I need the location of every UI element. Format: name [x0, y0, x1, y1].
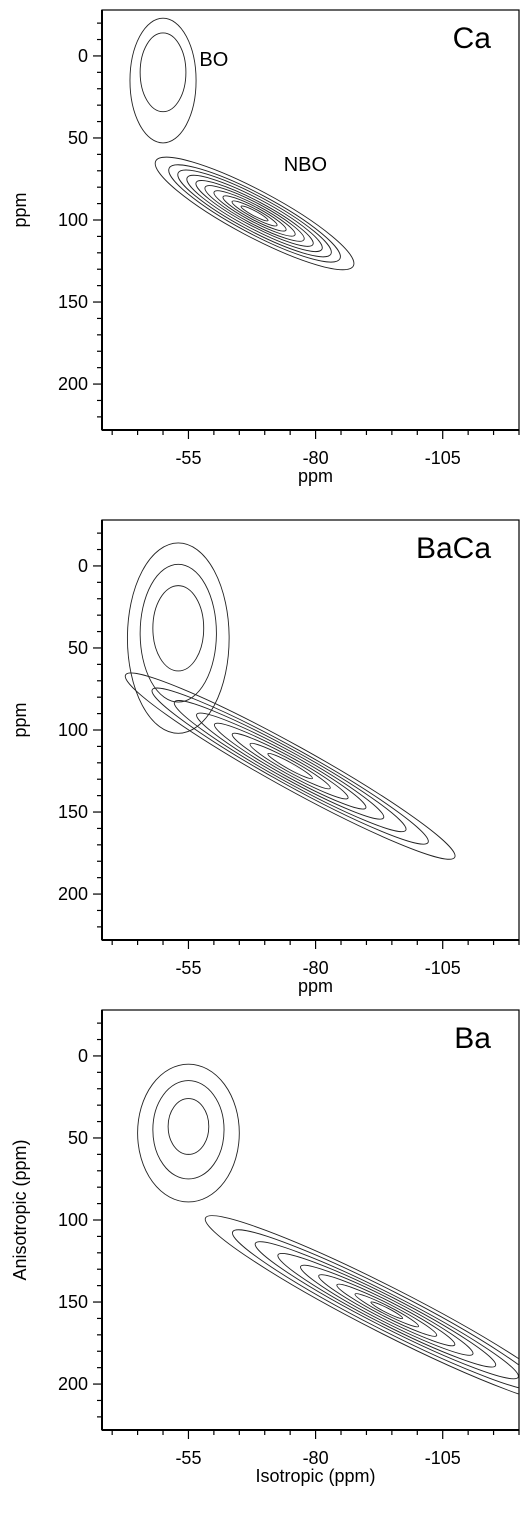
- x-axis-title: ppm: [298, 466, 333, 486]
- x-tick-label: -105: [425, 448, 461, 468]
- contour-group: [137, 1063, 519, 1406]
- x-tick-label: -105: [425, 1448, 461, 1468]
- contour-line-bo: [126, 542, 230, 734]
- contour-line-nbo: [267, 752, 313, 780]
- panel-ba: 0 50 100 150 200 -55 -80 -105 Isotropic (ppm) Ani…: [10, 1009, 520, 1486]
- y-tick-label: 200: [58, 374, 88, 394]
- region-label: BO: [199, 49, 228, 71]
- contour-line-nbo: [249, 742, 331, 790]
- contour-line-nbo: [222, 195, 287, 232]
- contour-line-nbo: [231, 200, 278, 227]
- x-tick-label: -80: [303, 958, 329, 978]
- contour-line-nbo: [151, 687, 429, 845]
- contour-line-nbo: [186, 174, 323, 252]
- contour-line-nbo: [154, 156, 355, 271]
- contour-line-bo: [139, 563, 217, 703]
- contour-group: [124, 542, 456, 860]
- contour-line-nbo: [204, 185, 305, 242]
- contour-line-nbo: [232, 1229, 519, 1392]
- contour-line-nbo: [124, 672, 456, 860]
- contour-group: [129, 17, 355, 271]
- contour-line-nbo: [370, 1301, 404, 1320]
- y-tick-label: 100: [58, 720, 88, 740]
- contour-line-nbo: [213, 190, 296, 237]
- y-tick-label: 150: [58, 1292, 88, 1312]
- contour-line-nbo: [213, 722, 367, 810]
- panel-label: Ba: [454, 1022, 491, 1055]
- y-tick-label: 100: [58, 1210, 88, 1230]
- contour-line-nbo: [354, 1293, 420, 1328]
- y-tick-label: 150: [58, 292, 88, 312]
- panel-label: BaCa: [416, 532, 491, 565]
- x-tick-label: -55: [175, 958, 201, 978]
- x-tick-label: -55: [175, 448, 201, 468]
- contour-line-bo: [152, 585, 205, 672]
- panel-label: Ca: [453, 22, 492, 55]
- contour-line-nbo: [195, 180, 314, 247]
- contour-line-nbo: [300, 1264, 474, 1356]
- panel-ca: 0 50 100 150 200 -55 -80 -105 ppm ppm Ca BO NBO: [10, 9, 520, 486]
- contour-line-bo: [167, 1098, 210, 1155]
- contour-line-nbo: [204, 1215, 519, 1406]
- contour-line-nbo: [168, 164, 341, 263]
- x-axis-title: ppm: [298, 976, 333, 996]
- contour-line-bo: [152, 1080, 225, 1180]
- y-axis-title: ppm: [10, 192, 30, 227]
- contour-line-bo: [139, 32, 187, 113]
- region-label: NBO: [284, 154, 327, 176]
- y-tick-label: 150: [58, 802, 88, 822]
- contour-line-bo: [129, 17, 197, 144]
- x-axis-title: Isotropic (ppm): [255, 1466, 375, 1486]
- contour-line-nbo: [240, 205, 269, 222]
- y-tick-label: 200: [58, 1374, 88, 1394]
- y-axis-title: ppm: [10, 702, 30, 737]
- y-axis-title: Anisotropic (ppm): [10, 1139, 30, 1280]
- y-tick-label: 50: [68, 128, 88, 148]
- contour-line-nbo: [196, 712, 385, 820]
- y-tick-label: 0: [78, 46, 88, 66]
- x-tick-label: -80: [303, 448, 329, 468]
- y-tick-label: 0: [78, 1046, 88, 1066]
- contour-line-nbo: [173, 700, 407, 833]
- contour-line-nbo: [277, 1252, 497, 1368]
- x-tick-label: -105: [425, 958, 461, 978]
- contour-line-nbo: [336, 1283, 438, 1337]
- contour-line-nbo: [177, 169, 332, 258]
- contour-line-nbo: [231, 732, 349, 800]
- y-tick-label: 100: [58, 210, 88, 230]
- contour-line-bo: [137, 1063, 240, 1203]
- y-tick-label: 200: [58, 884, 88, 904]
- y-tick-label: 50: [68, 1128, 88, 1148]
- y-tick-label: 0: [78, 556, 88, 576]
- contour-line-nbo: [254, 1241, 519, 1380]
- plot-frame: [101, 1009, 520, 1431]
- contour-line-nbo: [318, 1274, 456, 1347]
- panel-baca: 0 50 100 150 200 -55 -80 -105 ppm ppm BaCa: [10, 519, 520, 996]
- y-tick-label: 50: [68, 638, 88, 658]
- x-tick-label: -55: [175, 1448, 201, 1468]
- x-tick-label: -80: [303, 1448, 329, 1468]
